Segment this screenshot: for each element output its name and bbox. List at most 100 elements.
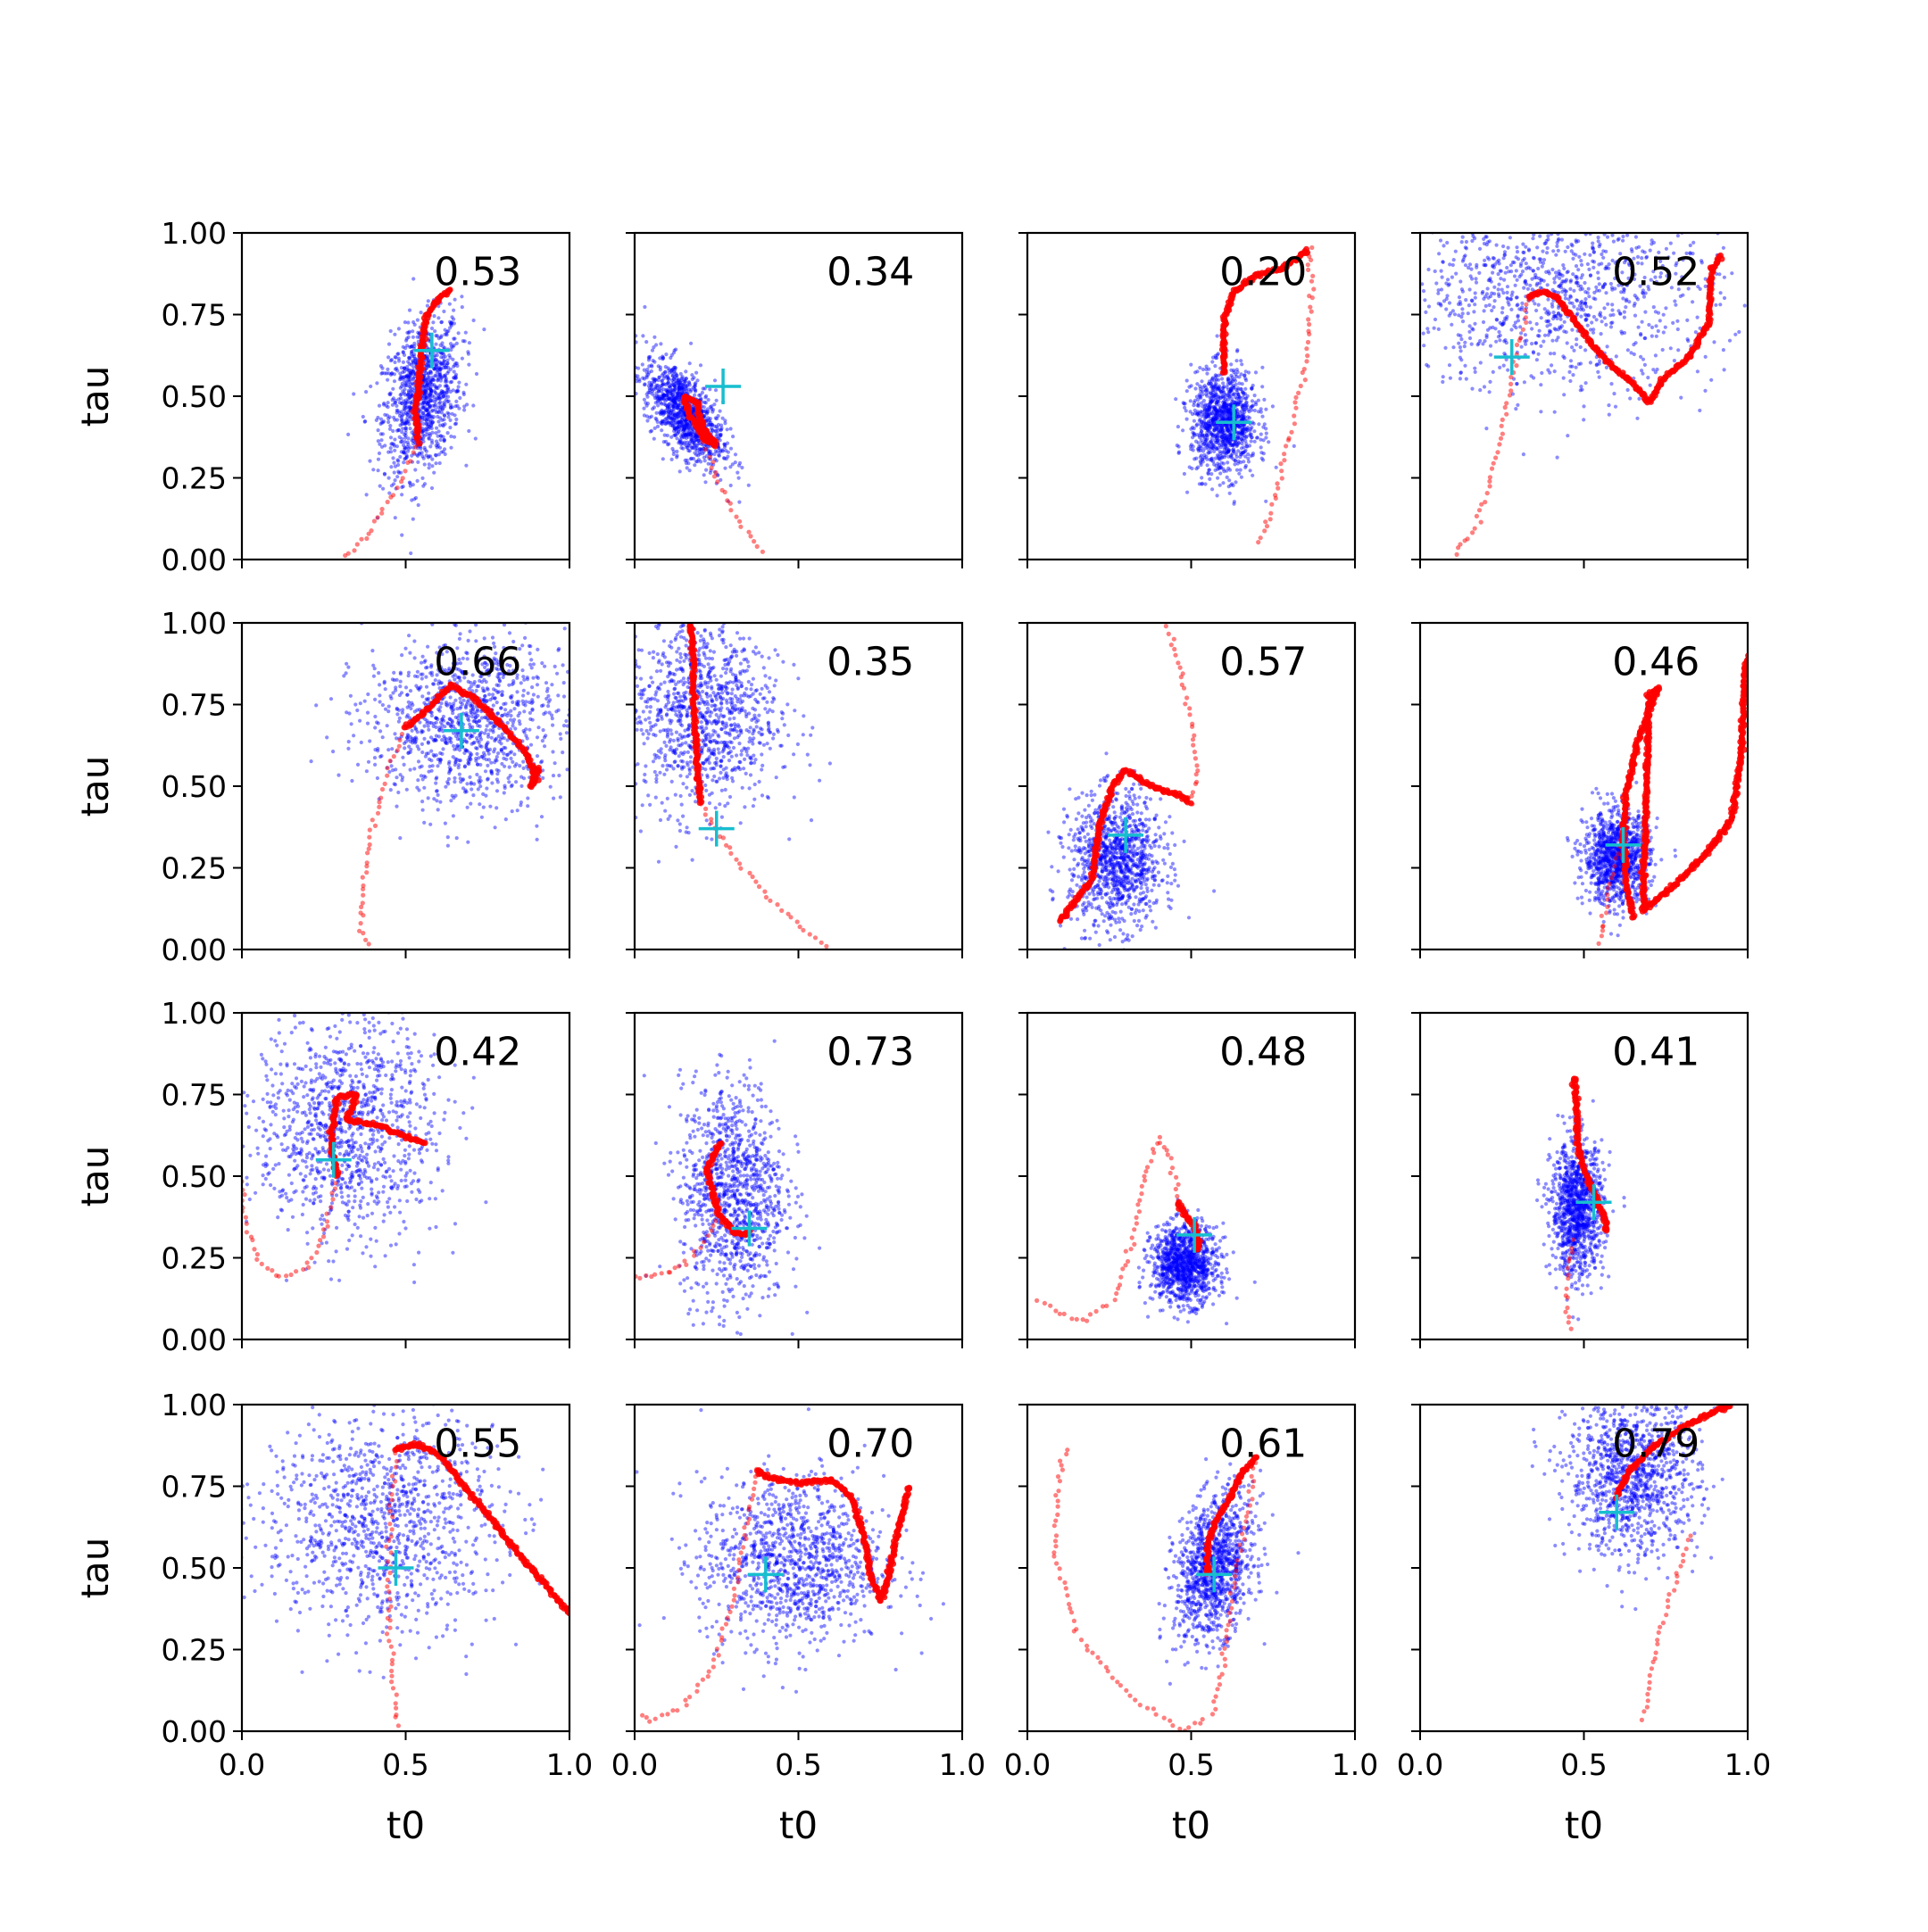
- sample-point: [1564, 250, 1567, 253]
- sample-point: [443, 360, 446, 363]
- sample-point: [1722, 348, 1725, 352]
- sample-point: [710, 427, 713, 430]
- sample-point: [1637, 397, 1641, 401]
- sample-point: [1575, 343, 1578, 346]
- sample-point: [1610, 320, 1614, 324]
- trajectory-point: [1274, 496, 1278, 501]
- sample-point: [1502, 352, 1506, 355]
- sample-point: [393, 449, 396, 452]
- sample-point: [394, 465, 397, 468]
- sample-point: [1433, 327, 1436, 330]
- sample-point: [380, 371, 384, 375]
- sample-point: [378, 404, 381, 408]
- sample-point: [1251, 435, 1254, 439]
- sample-point: [1520, 345, 1524, 349]
- trajectory-point: [1495, 450, 1500, 454]
- sample-point: [1522, 286, 1525, 290]
- sample-point: [395, 475, 399, 478]
- sample-point: [1195, 433, 1199, 436]
- sample-point: [1545, 239, 1549, 243]
- sample-point: [445, 384, 448, 387]
- sample-point: [1199, 390, 1202, 394]
- sample-point: [643, 398, 646, 402]
- sample-point: [386, 451, 390, 454]
- sample-point: [1558, 327, 1562, 330]
- sample-point: [1603, 316, 1607, 319]
- trajectory-point: [1504, 412, 1508, 417]
- sample-point: [1500, 311, 1504, 314]
- sample-point: [1509, 297, 1513, 301]
- sample-point: [1591, 242, 1594, 245]
- sample-point: [1575, 311, 1579, 315]
- sample-point: [1185, 418, 1189, 421]
- sample-point: [435, 453, 438, 457]
- sample-point: [1517, 314, 1520, 318]
- sample-point: [695, 435, 699, 439]
- sample-point: [435, 392, 438, 395]
- sample-point: [1200, 379, 1203, 383]
- trajectory-point: [1307, 322, 1311, 327]
- sample-point: [1211, 446, 1215, 450]
- sample-point: [400, 534, 403, 537]
- sample-point: [692, 457, 695, 460]
- sample-point: [1583, 290, 1587, 294]
- sample-point: [1532, 269, 1535, 272]
- sample-point: [702, 405, 706, 409]
- sample-point: [1189, 399, 1193, 402]
- sample-point: [421, 433, 425, 436]
- sample-point: [1267, 440, 1270, 444]
- sample-point: [679, 413, 683, 417]
- sample-point: [1658, 319, 1662, 322]
- trajectory-point: [1477, 508, 1482, 512]
- sample-point: [672, 429, 676, 433]
- sample-point: [411, 336, 415, 339]
- sample-point: [424, 390, 428, 394]
- sample-point: [1262, 398, 1266, 402]
- sample-point: [1540, 316, 1543, 319]
- sample-point: [1521, 251, 1525, 254]
- trajectory-point: [1517, 338, 1522, 343]
- sample-point: [1621, 235, 1625, 238]
- sample-point: [1224, 443, 1227, 446]
- sample-point: [661, 411, 664, 415]
- sample-point: [1184, 409, 1188, 412]
- sample-point: [1473, 322, 1476, 326]
- sample-point: [400, 415, 403, 419]
- sample-point: [686, 459, 689, 462]
- sample-point: [427, 454, 430, 458]
- sample-point: [1245, 435, 1249, 438]
- sample-point: [1517, 257, 1520, 261]
- trajectory-point: [364, 536, 369, 541]
- sample-point: [1595, 289, 1599, 293]
- sample-point: [1595, 318, 1599, 321]
- sample-point: [1580, 300, 1583, 303]
- sample-point: [444, 355, 447, 359]
- sample-point: [677, 430, 680, 434]
- trajectory-point: [1515, 343, 1519, 347]
- sample-point: [1423, 298, 1426, 302]
- sample-point: [1203, 440, 1207, 444]
- sample-point: [1207, 451, 1210, 454]
- sample-point: [1201, 414, 1204, 418]
- sample-point: [377, 439, 380, 443]
- sample-point: [1254, 401, 1258, 404]
- sample-point: [1459, 315, 1463, 319]
- sample-point: [707, 423, 711, 427]
- sample-point: [410, 498, 413, 502]
- sample-point: [668, 402, 671, 406]
- sample-point: [1210, 487, 1214, 491]
- sample-point: [645, 395, 649, 399]
- trajectory-point: [1500, 432, 1505, 436]
- sample-point: [1506, 369, 1509, 372]
- sample-point: [1213, 435, 1217, 438]
- sample-point: [411, 442, 415, 445]
- sample-point: [1534, 341, 1538, 344]
- sample-point: [1424, 311, 1427, 314]
- sample-point: [1234, 443, 1238, 446]
- sample-point: [1723, 296, 1726, 300]
- sample-point: [437, 395, 441, 399]
- sample-point: [1497, 272, 1500, 276]
- sample-point: [381, 487, 385, 491]
- y-tick-label: 0.75: [162, 298, 227, 333]
- sample-point: [1250, 439, 1253, 443]
